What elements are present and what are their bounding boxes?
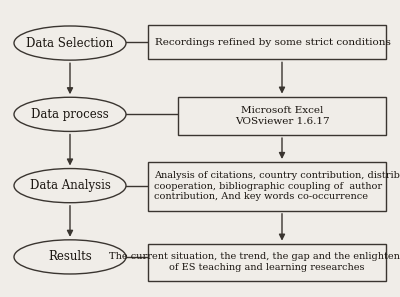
Ellipse shape [14, 240, 126, 274]
Text: Data process: Data process [31, 108, 109, 121]
Ellipse shape [14, 97, 126, 132]
Ellipse shape [14, 169, 126, 203]
Text: Recordings refined by some strict conditions: Recordings refined by some strict condit… [155, 38, 391, 47]
FancyBboxPatch shape [178, 97, 386, 135]
Text: Results: Results [48, 250, 92, 263]
Ellipse shape [14, 26, 126, 60]
Text: Microsoft Excel
VOSviewer 1.6.17: Microsoft Excel VOSviewer 1.6.17 [235, 106, 329, 126]
Text: Analysis of citations, country contribution, distribution,
cooperation, bibliogr: Analysis of citations, country contribut… [154, 171, 400, 201]
FancyBboxPatch shape [148, 244, 386, 281]
Text: Data Analysis: Data Analysis [30, 179, 110, 192]
FancyBboxPatch shape [148, 162, 386, 211]
Text: The current situation, the trend, the gap and the enlightenment
of ES teaching a: The current situation, the trend, the ga… [109, 252, 400, 272]
Text: Data Selection: Data Selection [26, 37, 114, 50]
FancyBboxPatch shape [148, 25, 386, 59]
